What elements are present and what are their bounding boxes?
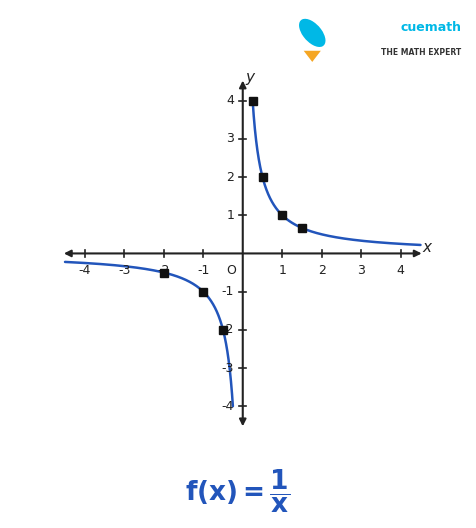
Text: -1: -1 <box>222 285 234 298</box>
Text: 1: 1 <box>226 209 234 222</box>
Ellipse shape <box>299 19 326 47</box>
Text: -3: -3 <box>118 264 130 277</box>
Text: -3: -3 <box>222 362 234 374</box>
Text: cuemath: cuemath <box>401 21 462 34</box>
Text: 2: 2 <box>318 264 326 277</box>
Text: -2: -2 <box>222 323 234 336</box>
Text: 3: 3 <box>226 133 234 145</box>
Text: 3: 3 <box>357 264 365 277</box>
Text: -1: -1 <box>197 264 209 277</box>
Text: -4: -4 <box>79 264 91 277</box>
Text: O: O <box>226 264 236 277</box>
Text: $\bf{f(x)} = \dfrac{\bf{1}}{\bf{x}}$: $\bf{f(x)} = \dfrac{\bf{1}}{\bf{x}}$ <box>185 467 291 515</box>
Text: 2: 2 <box>226 171 234 184</box>
Text: -2: -2 <box>158 264 170 277</box>
Text: x: x <box>422 240 431 255</box>
Text: 4: 4 <box>226 94 234 107</box>
Text: 4: 4 <box>397 264 405 277</box>
Text: THE MATH EXPERT: THE MATH EXPERT <box>381 48 462 56</box>
Text: -4: -4 <box>222 400 234 413</box>
Polygon shape <box>304 51 321 62</box>
Text: y: y <box>245 70 254 85</box>
Text: 1: 1 <box>278 264 286 277</box>
